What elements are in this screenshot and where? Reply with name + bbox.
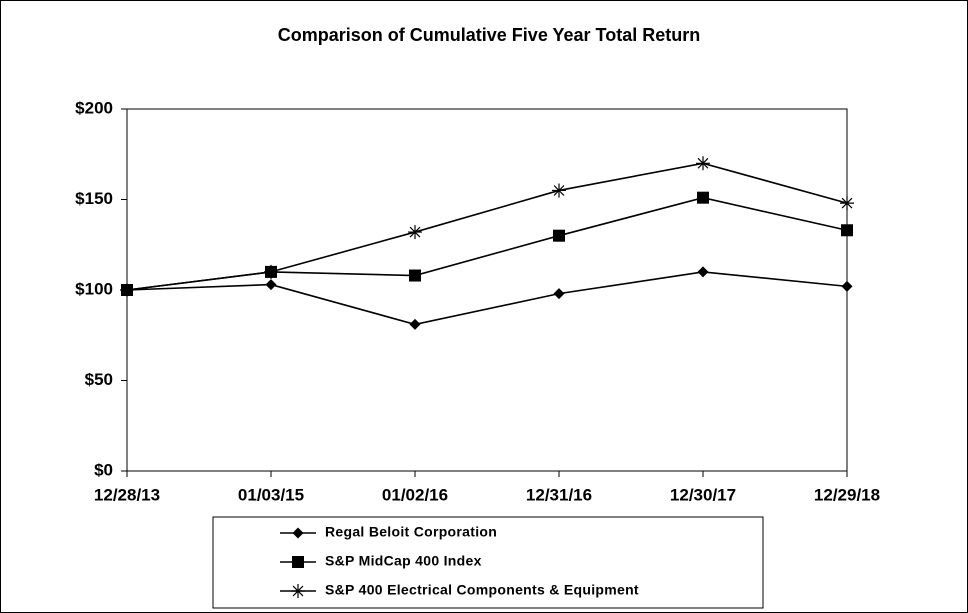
data-point <box>409 318 421 330</box>
y-tick-label: $0 <box>94 460 113 479</box>
data-point <box>409 269 421 282</box>
data-point <box>553 229 565 242</box>
legend-label: Regal Beloit Corporation <box>325 524 497 540</box>
x-tick-label: 12/28/13 <box>94 485 160 504</box>
y-tick-label: $50 <box>85 370 113 389</box>
data-point <box>265 279 277 291</box>
chart-title: Comparison of Cumulative Five Year Total… <box>278 25 700 45</box>
series-line <box>126 271 848 326</box>
data-point <box>553 288 565 300</box>
data-point <box>264 264 278 279</box>
legend-label: S&P 400 Electrical Components & Equipmen… <box>325 582 639 598</box>
x-tick-label: 01/03/15 <box>238 485 304 504</box>
data-point <box>552 183 566 198</box>
legend-marker <box>291 584 305 598</box>
data-point <box>697 266 709 278</box>
x-tick-label: 01/02/16 <box>382 485 448 504</box>
y-tick-label: $100 <box>75 279 113 298</box>
x-tick-label: 12/30/17 <box>670 485 736 504</box>
data-point <box>841 224 853 237</box>
data-point <box>696 156 710 171</box>
data-point <box>120 283 134 297</box>
legend-label: S&P MidCap 400 Index <box>325 553 482 569</box>
x-tick-label: 12/29/18 <box>814 485 880 504</box>
data-point <box>697 191 709 204</box>
y-tick-label: $150 <box>75 189 113 208</box>
data-point <box>408 225 422 240</box>
legend-marker <box>292 556 304 568</box>
data-point <box>841 280 853 292</box>
legend-marker <box>292 527 304 539</box>
data-point <box>840 196 854 211</box>
series-line <box>126 162 848 291</box>
x-tick-label: 12/31/16 <box>526 485 592 504</box>
y-tick-label: $200 <box>75 98 113 117</box>
